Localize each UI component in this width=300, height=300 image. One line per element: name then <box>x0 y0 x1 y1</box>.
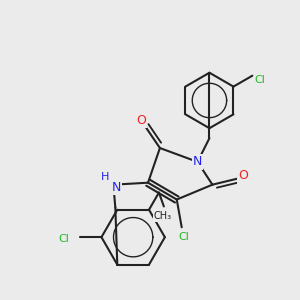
Text: H: H <box>101 172 110 182</box>
Text: Cl: Cl <box>178 232 189 242</box>
Text: N: N <box>193 155 202 168</box>
Text: N: N <box>112 181 121 194</box>
Text: CH₃: CH₃ <box>154 211 172 221</box>
Text: O: O <box>136 114 146 127</box>
Text: O: O <box>238 169 248 182</box>
Text: Cl: Cl <box>58 234 69 244</box>
Text: Cl: Cl <box>255 75 266 85</box>
